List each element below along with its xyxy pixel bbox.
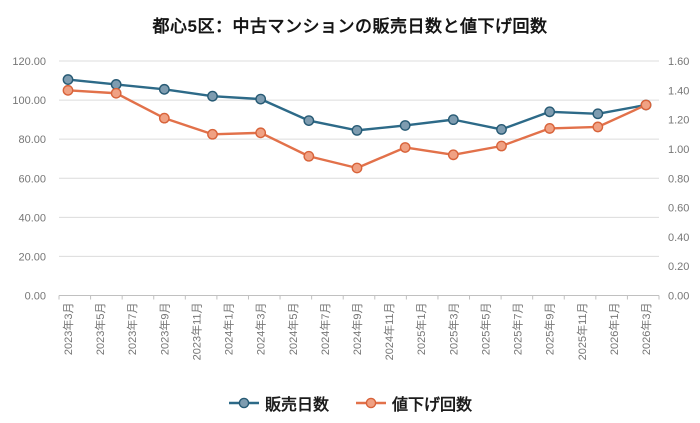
right-axis-tick-label: 0.00 <box>668 291 689 303</box>
data-point-marker <box>207 128 218 140</box>
data-point-marker <box>447 149 459 161</box>
data-point-marker <box>158 83 170 95</box>
x-axis-tick-label: 2025年5月 <box>478 303 492 356</box>
data-point-marker <box>62 74 74 85</box>
left-axis-tick-label: 100.00 <box>12 95 46 107</box>
data-point-marker <box>62 84 74 96</box>
x-axis-tick-label: 2024年3月 <box>254 303 268 356</box>
right-axis-tick-label: 0.80 <box>668 173 689 185</box>
data-point-marker <box>496 123 507 135</box>
data-point-marker <box>447 114 459 126</box>
legend-label-sales-days: 販売日数 <box>264 397 329 414</box>
legend-line-marker-icon <box>228 397 259 409</box>
legend-label-price-cuts: 値下げ回数 <box>392 397 473 414</box>
x-axis-tick-label: 2024年11月 <box>382 303 396 361</box>
data-point-marker <box>544 106 556 118</box>
left-axis-tick-label: 60.00 <box>18 173 46 185</box>
data-point-marker <box>399 142 411 153</box>
right-axis-tick-label: 1.00 <box>668 144 689 156</box>
left-axis-tick-label: 80.00 <box>18 134 46 146</box>
data-point-marker <box>351 162 363 174</box>
legend-item-sales-days: 販売日数 <box>228 391 329 415</box>
x-axis-tick-label: 2024年9月 <box>350 303 364 356</box>
right-axis-tick-label: 0.60 <box>668 203 689 215</box>
data-point-marker <box>640 99 652 111</box>
right-axis-tick-label: 1.40 <box>668 85 689 97</box>
legend-line-marker-icon <box>356 397 386 409</box>
series-line-0 <box>66 78 648 132</box>
data-point-marker <box>110 79 122 90</box>
right-axis-tick-label: 1.20 <box>668 115 689 127</box>
data-point-marker <box>544 123 556 134</box>
data-point-marker <box>351 124 363 136</box>
data-point-marker <box>592 121 604 133</box>
data-point-marker <box>110 87 122 99</box>
data-point-marker <box>303 150 315 162</box>
dual-axis-line-chart: 0.00 20.00 40.00 60.00 80.00 100.00 120.00 0.00… <box>12 56 689 361</box>
data-point-marker <box>255 127 267 139</box>
left-axis-tick-label: 20.00 <box>18 251 46 263</box>
x-axis-tick-label: 2023年5月 <box>93 303 107 356</box>
right-axis-tick-label: 0.40 <box>668 232 689 244</box>
data-point-marker <box>592 108 604 120</box>
x-axis-tick-label: 2025年7月 <box>511 303 525 356</box>
x-axis-tick-label: 2025年11月 <box>575 303 589 361</box>
data-point-marker <box>158 112 170 124</box>
x-axis-tick-label: 2025年9月 <box>543 303 557 356</box>
legend-item-price-cuts: 値下げ回数 <box>355 391 472 415</box>
left-axis-tick-label: 40.00 <box>18 212 46 224</box>
chart-title: 都心5区：中古マンションの販売日数と値下げ回数 <box>152 17 548 36</box>
chart-legend: 販売日数 値下げ回数 <box>0 391 700 415</box>
left-axis-tick-label: 120.00 <box>12 56 46 68</box>
left-axis-tick-label: 0.00 <box>25 291 46 303</box>
x-axis-tick-label: 2024年5月 <box>286 303 300 356</box>
data-point-marker <box>496 140 507 152</box>
data-point-marker <box>207 90 218 102</box>
x-axis-tick-label: 2024年7月 <box>318 303 332 356</box>
x-axis-tick-label: 2023年11月 <box>189 303 203 361</box>
x-axis-tick-label: 2024年1月 <box>222 303 236 356</box>
right-axis-tick-label: 0.20 <box>668 261 689 273</box>
x-axis-tick-label: 2025年1月 <box>414 303 428 356</box>
x-axis-tick-label: 2023年3月 <box>61 303 75 356</box>
x-axis-tick-label: 2026年3月 <box>639 303 653 356</box>
right-axis-tick-label: 1.60 <box>668 56 689 68</box>
data-point-marker <box>255 93 267 105</box>
x-axis-tick-label: 2025年3月 <box>446 303 460 356</box>
x-axis-tick-label: 2023年9月 <box>157 303 171 356</box>
x-axis-tick-label: 2023年7月 <box>125 303 139 356</box>
x-axis-tick-label: 2026年1月 <box>607 303 621 356</box>
data-point-marker <box>399 120 411 131</box>
data-point-marker <box>303 115 315 127</box>
